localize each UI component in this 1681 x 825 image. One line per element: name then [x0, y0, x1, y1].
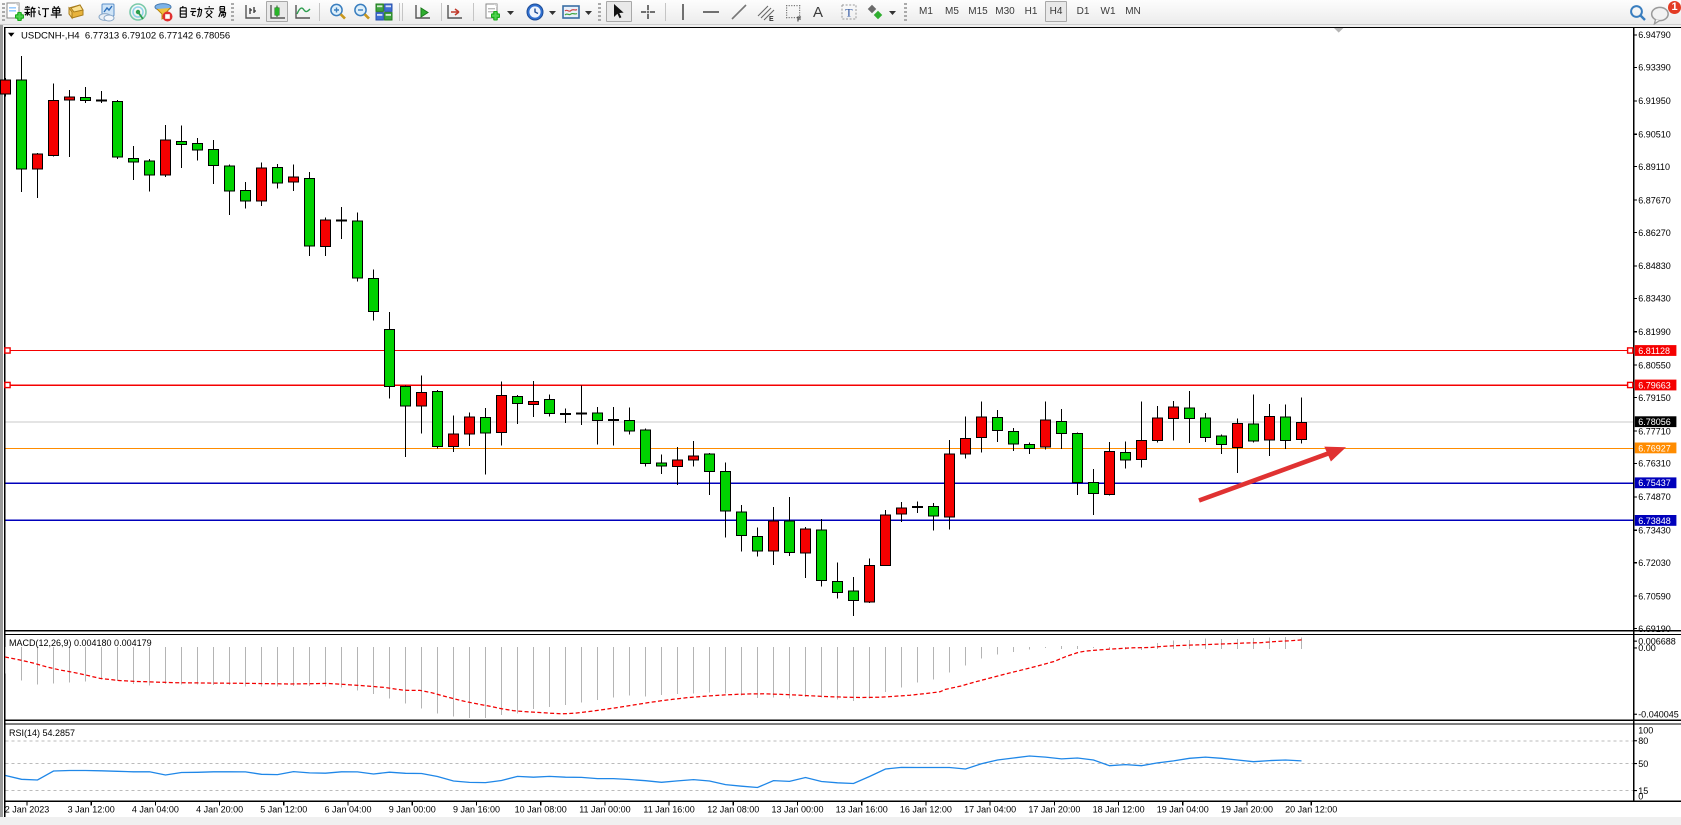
svg-text:17 Jan 04:00: 17 Jan 04:00 [964, 805, 1016, 815]
svg-text:6.79150: 6.79150 [1638, 393, 1671, 403]
svg-text:0.006688: 0.006688 [1638, 636, 1676, 646]
svg-text:6.84830: 6.84830 [1638, 261, 1671, 271]
svg-text:6.81128: 6.81128 [1638, 346, 1670, 356]
svg-text:6.83430: 6.83430 [1638, 294, 1671, 304]
svg-text:6.72030: 6.72030 [1638, 558, 1671, 568]
svg-text:RSI(14) 54.2857: RSI(14) 54.2857 [9, 728, 75, 738]
svg-text:9 Jan 16:00: 9 Jan 16:00 [453, 805, 500, 815]
svg-text:6.76927: 6.76927 [1638, 443, 1671, 453]
svg-text:6.80550: 6.80550 [1638, 360, 1671, 370]
svg-text:E: E [769, 16, 774, 22]
svg-text:6.70590: 6.70590 [1638, 591, 1671, 601]
svg-text:6.90510: 6.90510 [1638, 130, 1671, 140]
svg-text:17 Jan 20:00: 17 Jan 20:00 [1028, 805, 1080, 815]
svg-text:11 Jan 16:00: 11 Jan 16:00 [643, 805, 694, 815]
svg-text:15: 15 [1638, 786, 1648, 796]
svg-text:2 Jan 2023: 2 Jan 2023 [5, 805, 50, 815]
svg-text:13 Jan 16:00: 13 Jan 16:00 [836, 805, 888, 815]
svg-text:9 Jan 00:00: 9 Jan 00:00 [389, 805, 436, 815]
svg-text:10 Jan 08:00: 10 Jan 08:00 [515, 805, 567, 815]
svg-text:0: 0 [1638, 792, 1643, 802]
svg-text:100: 100 [1638, 726, 1653, 736]
svg-text:6.81990: 6.81990 [1638, 327, 1671, 337]
svg-text:80: 80 [1638, 736, 1648, 746]
svg-text:6.94790: 6.94790 [1638, 30, 1671, 40]
svg-text:6.73848: 6.73848 [1638, 516, 1671, 526]
svg-text:T: T [845, 6, 853, 20]
svg-text:6.77710: 6.77710 [1638, 426, 1671, 436]
svg-text:USDCNH-,H4 6.77313 6.79102 6.: USDCNH-,H4 6.77313 6.79102 6.77142 6.780… [21, 31, 230, 42]
svg-text:5 Jan 12:00: 5 Jan 12:00 [260, 805, 307, 815]
svg-text:0.00: 0.00 [1638, 643, 1656, 653]
svg-text:19 Jan 20:00: 19 Jan 20:00 [1221, 805, 1273, 815]
svg-text:12 Jan 08:00: 12 Jan 08:00 [707, 805, 759, 815]
svg-text:50: 50 [1638, 759, 1648, 769]
svg-text:-0.040045: -0.040045 [1638, 710, 1679, 720]
svg-text:6.91950: 6.91950 [1638, 96, 1671, 106]
svg-text:13 Jan 00:00: 13 Jan 00:00 [771, 805, 823, 815]
svg-text:4 Jan 20:00: 4 Jan 20:00 [196, 805, 243, 815]
svg-text:19 Jan 04:00: 19 Jan 04:00 [1157, 805, 1209, 815]
svg-text:6.89110: 6.89110 [1638, 162, 1670, 172]
svg-text:3 Jan 12:00: 3 Jan 12:00 [68, 805, 115, 815]
svg-text:6.74870: 6.74870 [1638, 492, 1671, 502]
svg-text:20 Jan 12:00: 20 Jan 12:00 [1285, 805, 1337, 815]
svg-text:6.87670: 6.87670 [1638, 195, 1671, 205]
svg-text:4 Jan 04:00: 4 Jan 04:00 [132, 805, 179, 815]
svg-text:6.76310: 6.76310 [1638, 459, 1671, 469]
svg-text:6.79663: 6.79663 [1638, 380, 1671, 390]
svg-text:18 Jan 12:00: 18 Jan 12:00 [1093, 805, 1145, 815]
svg-text:11 Jan 00:00: 11 Jan 00:00 [579, 805, 630, 815]
svg-text:6.78056: 6.78056 [1638, 417, 1671, 427]
svg-text:6.93390: 6.93390 [1638, 63, 1671, 73]
svg-text:MACD(12,26,9) 0.004180 0.00417: MACD(12,26,9) 0.004180 0.004179 [9, 638, 152, 648]
svg-text:6.73430: 6.73430 [1638, 526, 1671, 536]
svg-text:16 Jan 12:00: 16 Jan 12:00 [900, 805, 952, 815]
svg-text:6.69190: 6.69190 [1638, 624, 1671, 634]
svg-text:6.86270: 6.86270 [1638, 228, 1671, 238]
svg-text:6.75437: 6.75437 [1638, 478, 1671, 488]
svg-text:F: F [797, 17, 802, 23]
svg-text:6 Jan 04:00: 6 Jan 04:00 [324, 805, 371, 815]
